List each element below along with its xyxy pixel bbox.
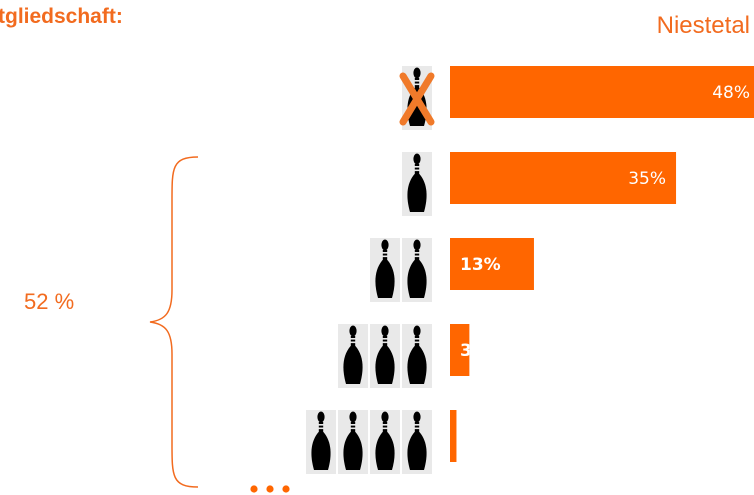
bowling-pin-icon xyxy=(407,411,427,470)
chart-rows: 48% 35% 13% 3% xyxy=(306,66,754,474)
bowling-pin-icon xyxy=(343,325,363,384)
bar xyxy=(450,152,677,204)
bowling-pin-icon xyxy=(343,411,363,470)
ellipsis-dot xyxy=(250,485,258,493)
bar-label: 13% xyxy=(460,255,501,275)
bowling-pin-icon xyxy=(375,325,395,384)
bowling-pin-icon xyxy=(375,411,395,470)
location-label: Niestetal xyxy=(656,12,750,39)
chart-row: 48% xyxy=(399,66,754,130)
cross-icon xyxy=(399,72,435,126)
page-title: tgliedschaft: xyxy=(0,5,123,28)
bar xyxy=(450,66,754,118)
chart-row: 13% xyxy=(370,238,534,302)
bar xyxy=(450,238,534,290)
chart-row: 3% xyxy=(338,324,489,388)
ellipsis-dot xyxy=(282,485,290,493)
ellipsis-dot xyxy=(266,485,274,493)
bowling-pin-icon xyxy=(407,153,427,212)
bar-label: 35% xyxy=(628,169,666,189)
bar xyxy=(450,410,457,462)
bar-label: 48% xyxy=(712,83,750,103)
bar-label: 3% xyxy=(460,341,489,361)
bracket-label: 52 % xyxy=(24,289,75,314)
curly-brace-icon xyxy=(149,156,199,488)
bowling-pin-icon xyxy=(311,411,331,470)
chart-row xyxy=(306,410,457,474)
bowling-pin-icon xyxy=(375,239,395,298)
ellipsis-icon xyxy=(250,485,290,493)
chart-row: 35% xyxy=(402,152,677,216)
bowling-pin-icon xyxy=(407,239,427,298)
bowling-pin-icon xyxy=(407,325,427,384)
bar xyxy=(450,324,470,376)
